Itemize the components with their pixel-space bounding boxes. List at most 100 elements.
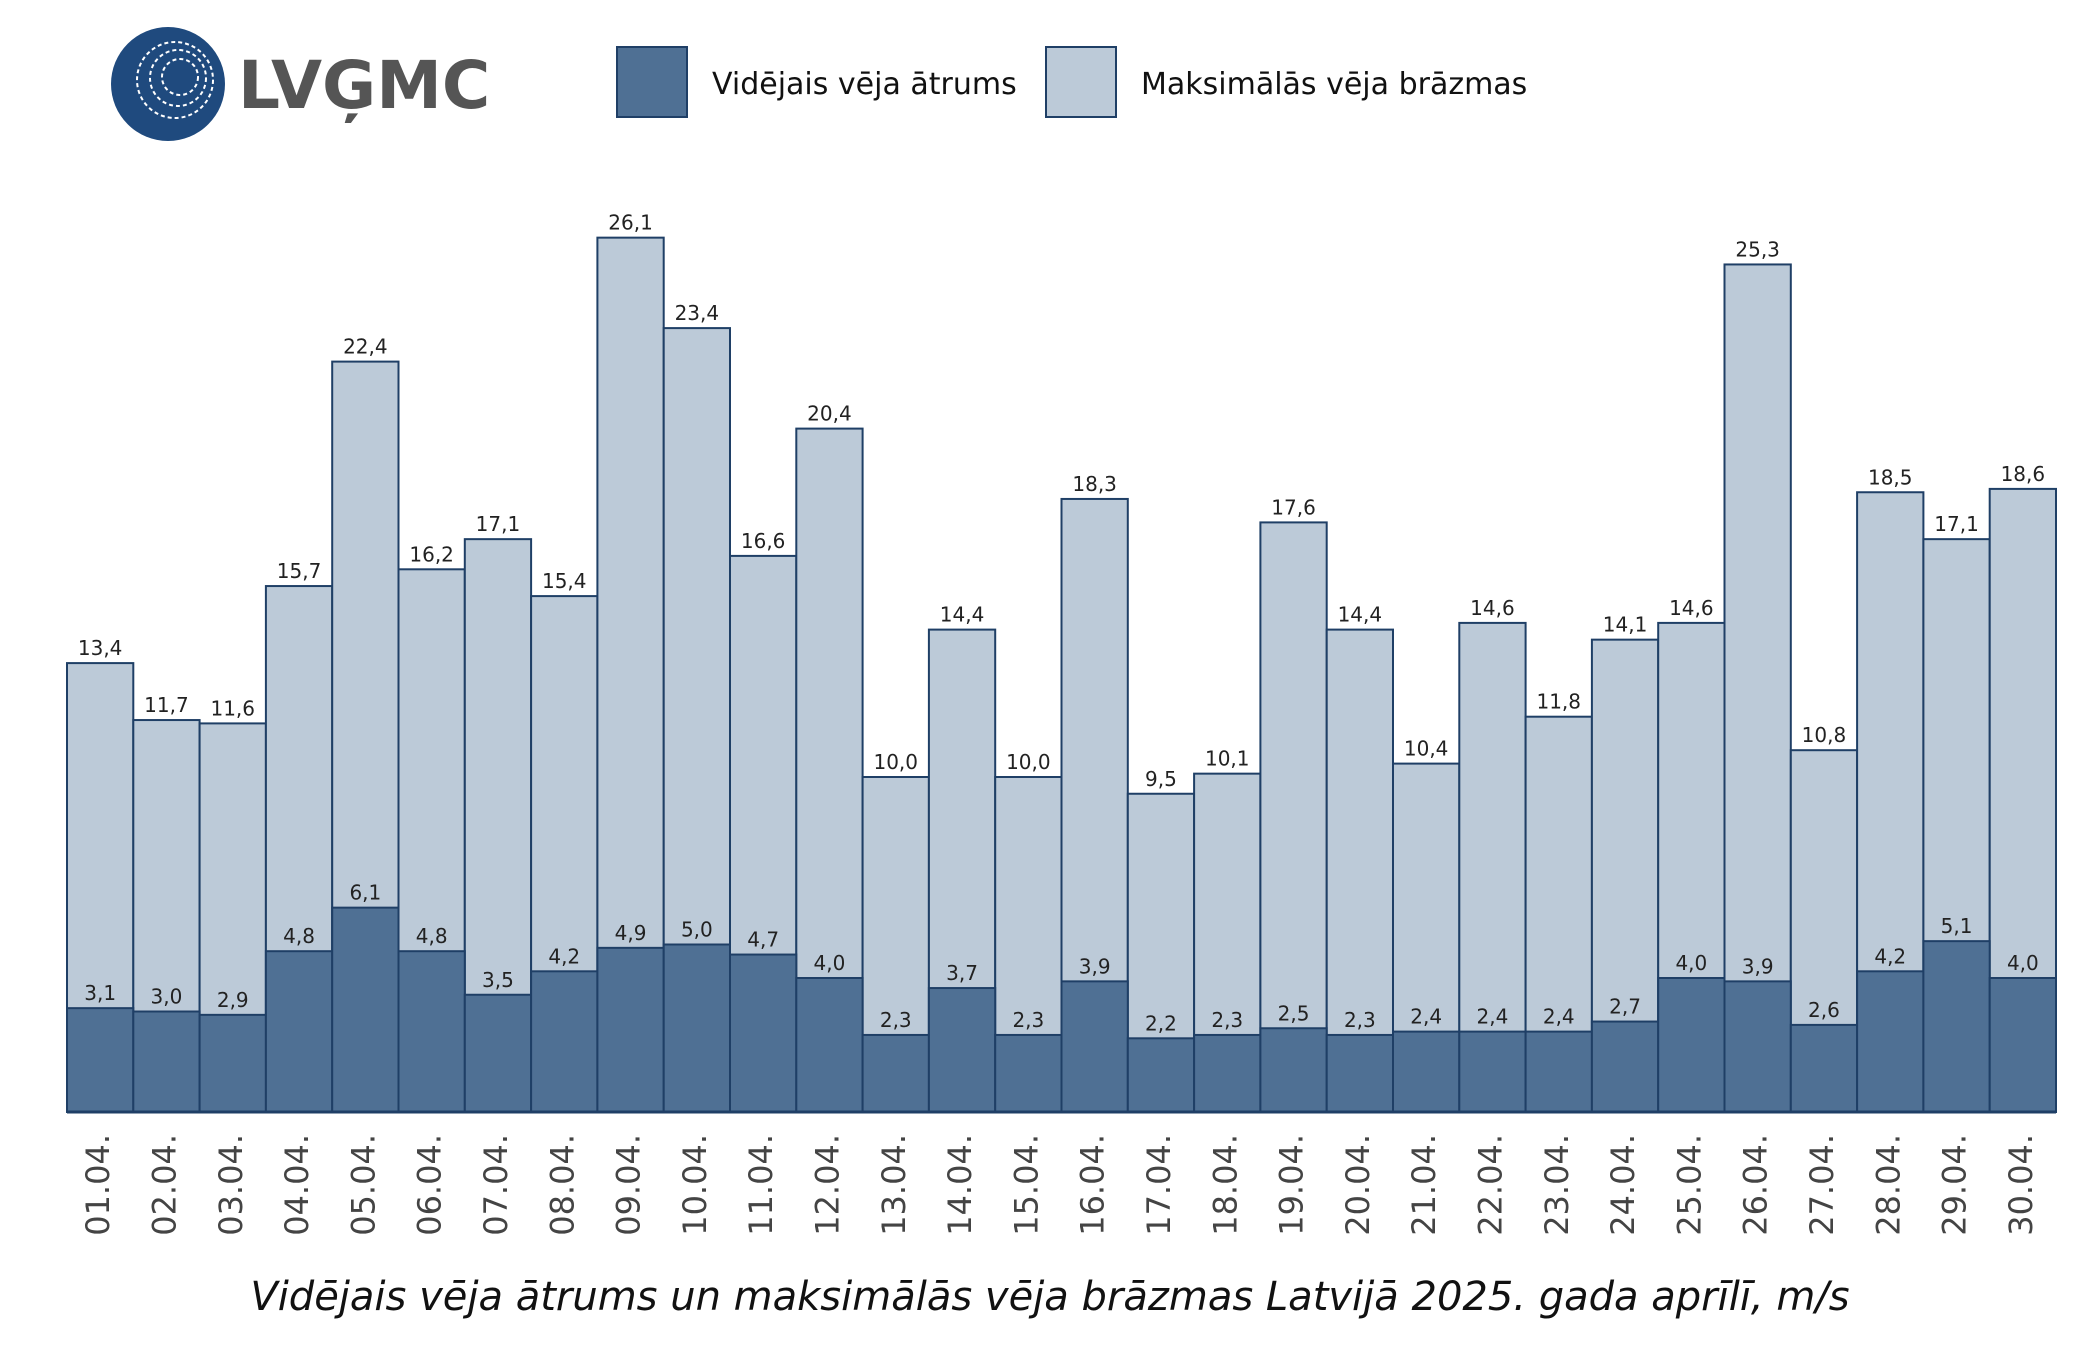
value-label: 9,5: [1145, 767, 1177, 791]
value-label: 10,0: [1006, 750, 1051, 774]
value-label: 14,6: [1470, 596, 1515, 620]
value-label: 2,9: [217, 988, 249, 1012]
bar: [530, 970, 599, 1113]
value-label: 2,4: [1543, 1005, 1575, 1029]
bar: [994, 1033, 1063, 1113]
bar: [1458, 1030, 1527, 1113]
x-tick-label: 23.04.: [1538, 1134, 1576, 1236]
x-tick-label: 29.04.: [1936, 1134, 1974, 1236]
x-tick-label: 28.04.: [1869, 1134, 1907, 1236]
value-label: 5,1: [1941, 914, 1973, 938]
bar: [1259, 521, 1328, 1113]
x-tick-label: 06.04.: [411, 1134, 449, 1236]
value-label: 18,6: [2001, 462, 2046, 486]
value-label: 10,4: [1404, 737, 1449, 761]
bar: [861, 1033, 930, 1113]
logo-text: LVĢMC: [238, 47, 490, 124]
value-label: 14,1: [1603, 613, 1648, 637]
value-label: 16,6: [741, 529, 786, 553]
bar: [1856, 970, 1925, 1113]
bar: [1988, 977, 2057, 1113]
x-tick-label: 18.04.: [1206, 1134, 1244, 1236]
value-label: 2,2: [1145, 1011, 1177, 1035]
x-tick-label: 30.04.: [2002, 1134, 2040, 1236]
value-label: 11,7: [144, 693, 189, 717]
value-label: 2,3: [1344, 1008, 1376, 1032]
x-tick-label: 26.04.: [1737, 1134, 1775, 1236]
value-label: 4,2: [548, 944, 580, 968]
bar: [662, 943, 732, 1113]
value-label: 11,8: [1536, 690, 1581, 714]
value-label: 4,7: [747, 928, 779, 952]
bar: [729, 953, 798, 1113]
x-tick-label: 24.04.: [1604, 1134, 1642, 1236]
value-label: 4,9: [615, 921, 647, 945]
value-label: 3,1: [84, 981, 116, 1005]
bar: [1325, 628, 1394, 1113]
x-tick-label: 25.04.: [1670, 1134, 1708, 1236]
x-tick-label: 10.04.: [676, 1134, 714, 1236]
value-label: 2,4: [1410, 1005, 1442, 1029]
value-label: 6,1: [349, 881, 381, 905]
value-label: 4,8: [416, 924, 448, 948]
bar: [1922, 940, 1991, 1114]
value-label: 22,4: [343, 335, 388, 359]
bar: [1325, 1033, 1394, 1113]
x-tick-label: 12.04.: [808, 1134, 846, 1236]
bar: [264, 950, 334, 1114]
value-label: 4,0: [814, 951, 846, 975]
bar: [1657, 977, 1726, 1113]
logo-mark: [111, 27, 225, 141]
bar: [331, 906, 400, 1114]
value-label: 10,1: [1205, 747, 1250, 771]
value-label: 16,2: [409, 542, 454, 566]
value-label: 3,9: [1742, 954, 1774, 978]
bar: [1060, 980, 1129, 1113]
x-tick-label: 01.04.: [79, 1134, 117, 1236]
bar: [463, 993, 533, 1113]
value-label: 13,4: [78, 636, 123, 660]
value-label: 2,3: [880, 1008, 912, 1032]
value-label: 3,9: [1079, 954, 1111, 978]
value-label: 14,4: [940, 603, 985, 627]
x-tick-label: 17.04.: [1140, 1134, 1178, 1236]
legend-label: Maksimālās vēja brāzmas: [1141, 67, 1527, 102]
value-label: 4,2: [1874, 944, 1906, 968]
x-tick-label: 07.04.: [477, 1134, 515, 1236]
x-tick-label: 19.04.: [1273, 1134, 1311, 1236]
value-label: 17,1: [1934, 512, 1979, 536]
x-tick-label: 20.04.: [1339, 1134, 1377, 1236]
x-tick-label: 22.04.: [1471, 1134, 1509, 1236]
bar: [927, 987, 997, 1113]
value-label: 2,5: [1278, 1001, 1310, 1025]
bar: [1193, 1033, 1262, 1113]
bar: [1524, 1030, 1593, 1113]
bar: [1723, 263, 1792, 1113]
value-label: 25,3: [1735, 237, 1780, 261]
bar: [795, 977, 864, 1113]
value-label: 2,4: [1477, 1005, 1509, 1029]
value-label: 3,5: [482, 968, 514, 992]
value-label: 17,6: [1271, 495, 1316, 519]
value-label: 15,7: [277, 559, 322, 583]
x-tick-label: 03.04.: [212, 1134, 250, 1236]
value-label: 2,6: [1808, 998, 1840, 1022]
bar: [66, 1007, 135, 1114]
bar: [198, 1013, 267, 1113]
bar: [1392, 1030, 1461, 1113]
bar: [1723, 980, 1792, 1113]
value-label: 4,0: [1675, 951, 1707, 975]
bar: [1789, 1023, 1859, 1114]
legend-swatch: [1045, 46, 1117, 118]
x-tick-label: 15.04.: [1007, 1134, 1045, 1236]
value-label: 10,0: [873, 750, 918, 774]
value-label: 18,3: [1072, 472, 1117, 496]
value-label: 10,8: [1802, 723, 1847, 747]
value-label: 14,4: [1338, 603, 1383, 627]
bar: [596, 946, 665, 1113]
value-label: 14,6: [1669, 596, 1714, 620]
value-label: 20,4: [807, 402, 852, 426]
bar: [1259, 1027, 1328, 1113]
x-tick-label: 09.04.: [610, 1134, 648, 1236]
